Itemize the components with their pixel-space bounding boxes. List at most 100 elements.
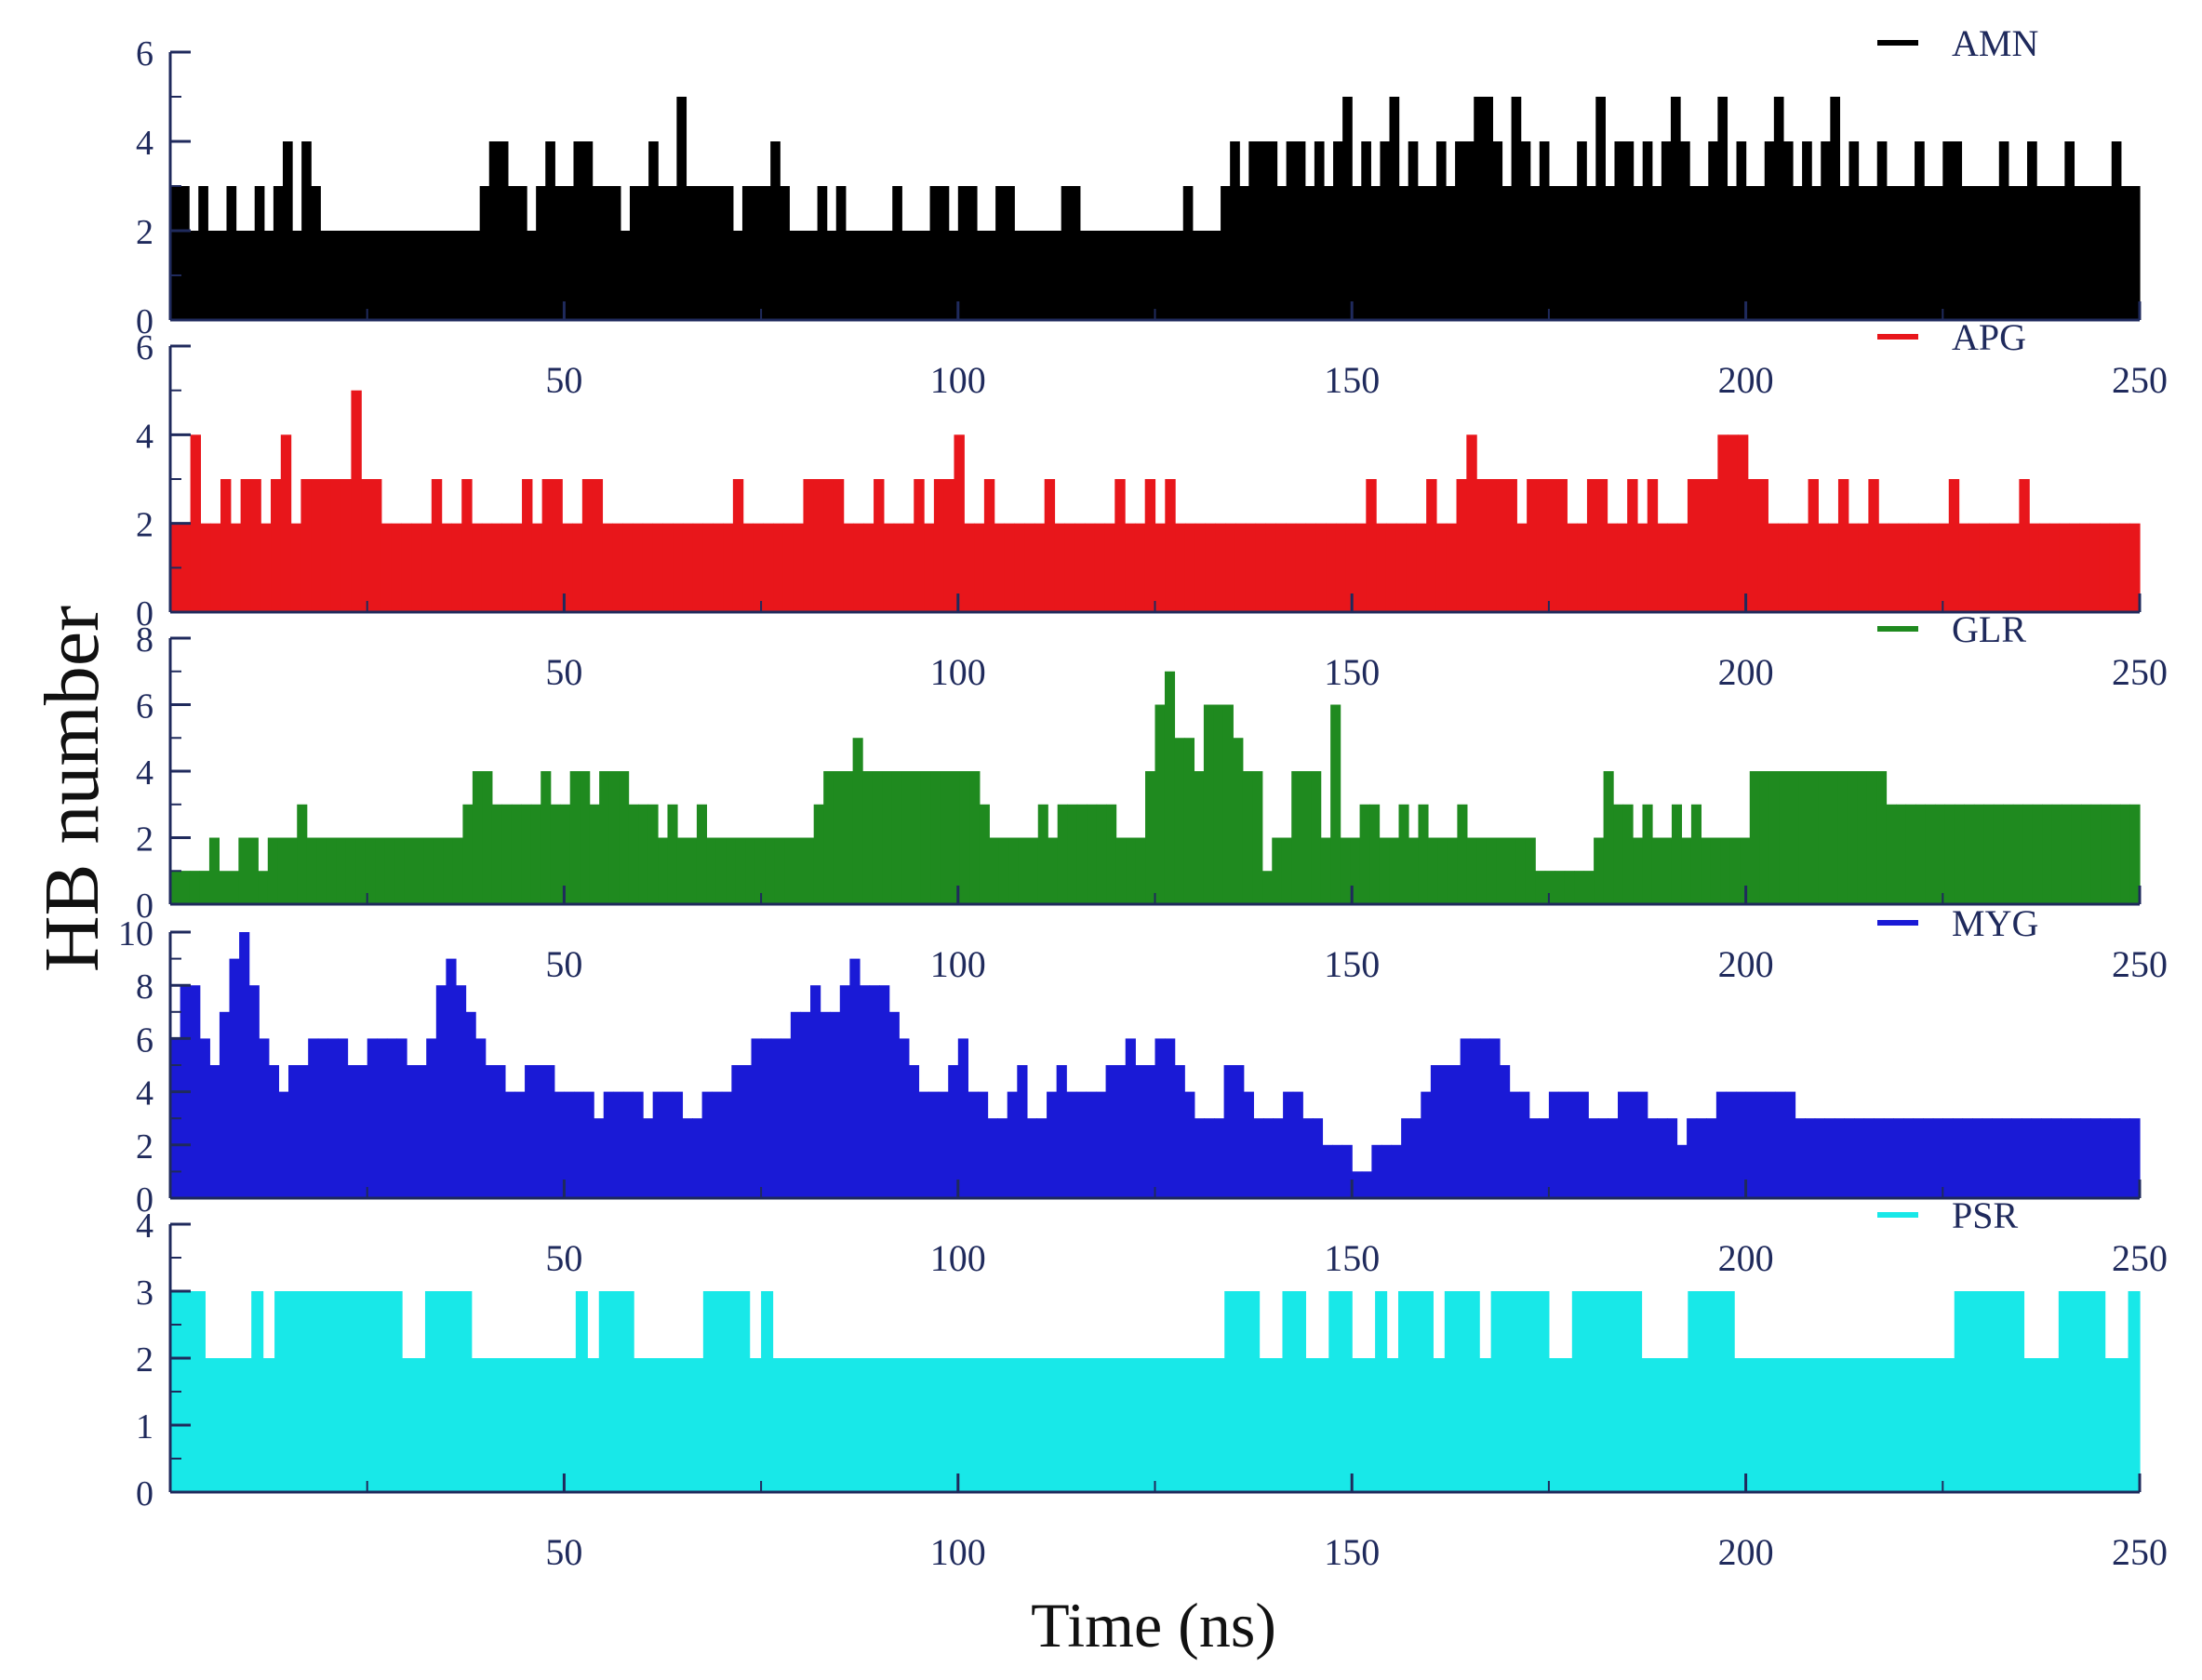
bar-apg xyxy=(421,523,433,612)
bar-psr xyxy=(1826,1358,1839,1492)
bar-psr xyxy=(726,1291,739,1492)
bar-glr xyxy=(2129,804,2141,904)
bar-psr xyxy=(679,1358,692,1492)
bar-apg xyxy=(1114,479,1126,612)
bar-amn xyxy=(470,231,481,320)
bar-apg xyxy=(1848,523,1860,612)
bar-amn xyxy=(1689,186,1700,320)
bar-apg xyxy=(1205,523,1216,612)
y-tick-label: 2 xyxy=(136,1127,153,1167)
bar-amn xyxy=(1642,141,1653,320)
bar-myg xyxy=(426,1038,437,1198)
bar-amn xyxy=(995,186,1006,320)
bar-amn xyxy=(451,231,462,320)
bar-glr xyxy=(482,771,493,904)
bar-apg xyxy=(340,479,353,612)
bar-apg xyxy=(1586,479,1598,612)
bar-psr xyxy=(1792,1358,1805,1492)
bar-amn xyxy=(676,97,687,320)
bar-amn xyxy=(517,186,527,320)
bar-apg xyxy=(863,523,874,612)
bar-psr xyxy=(1768,1358,1782,1492)
bar-psr xyxy=(506,1358,519,1492)
bar-amn xyxy=(1417,186,1428,320)
bar-glr xyxy=(969,771,981,904)
bar-myg xyxy=(1312,1118,1324,1198)
bar-apg xyxy=(1074,523,1086,612)
bar-apg xyxy=(572,523,583,612)
bar-psr xyxy=(1896,1358,1909,1492)
bar-glr xyxy=(1808,771,1819,904)
bar-glr xyxy=(1067,804,1078,904)
bar-amn xyxy=(1848,141,1860,320)
bar-glr xyxy=(940,771,952,904)
bar-myg xyxy=(1745,1091,1756,1198)
bar-apg xyxy=(874,479,885,612)
bar-glr xyxy=(599,771,610,904)
bar-psr xyxy=(819,1358,832,1492)
bar-myg xyxy=(1066,1091,1077,1198)
bar-glr xyxy=(1564,871,1575,904)
bar-amn xyxy=(695,186,706,320)
bar-glr xyxy=(1145,771,1156,904)
x-tick-label: 50 xyxy=(545,1531,582,1573)
bar-amn xyxy=(1539,141,1550,320)
bar-myg xyxy=(1381,1144,1393,1198)
bar-glr xyxy=(950,771,961,904)
bar-glr xyxy=(676,837,688,904)
bar-glr xyxy=(1798,771,1809,904)
bar-apg xyxy=(732,479,744,612)
bar-apg xyxy=(983,479,995,612)
bar-myg xyxy=(1253,1118,1264,1198)
bar-glr xyxy=(1476,837,1488,904)
bar-amn xyxy=(1501,186,1513,320)
bar-apg xyxy=(522,479,533,612)
bar-apg xyxy=(1607,523,1618,612)
bar-psr xyxy=(1862,1358,1875,1492)
bar-myg xyxy=(1578,1091,1589,1198)
bar-amn xyxy=(1258,141,1269,320)
bar-psr xyxy=(1664,1358,1677,1492)
bar-apg xyxy=(441,523,453,612)
bar-glr xyxy=(1126,837,1137,904)
bar-apg xyxy=(1948,479,1960,612)
bar-myg xyxy=(1627,1091,1638,1198)
bar-myg xyxy=(622,1091,634,1198)
bar-myg xyxy=(957,1038,968,1198)
bar-glr xyxy=(1330,704,1341,904)
bar-glr xyxy=(326,837,337,904)
bar-glr xyxy=(754,837,766,904)
bar-glr xyxy=(472,771,483,904)
bar-amn xyxy=(245,231,256,320)
bar-amn xyxy=(1352,186,1362,320)
bar-myg xyxy=(1755,1091,1767,1198)
x-tick-label: 100 xyxy=(930,943,986,985)
bar-glr xyxy=(1242,771,1253,904)
bar-glr xyxy=(1681,837,1692,904)
bar-psr xyxy=(1050,1358,1063,1492)
bar-glr xyxy=(550,804,561,904)
bar-glr xyxy=(862,771,874,904)
bar-apg xyxy=(1476,479,1488,612)
bar-apg xyxy=(763,523,774,612)
bar-myg xyxy=(672,1091,684,1198)
bar-apg xyxy=(1084,523,1096,612)
bar-amn xyxy=(1661,141,1672,320)
bar-apg xyxy=(260,523,272,612)
bar-glr xyxy=(735,837,746,904)
bar-psr xyxy=(702,1291,715,1492)
bar-amn xyxy=(1117,231,1128,320)
bar-psr xyxy=(1490,1291,1503,1492)
bar-glr xyxy=(1408,837,1420,904)
bar-apg xyxy=(1165,479,1176,612)
bar-myg xyxy=(839,985,850,1198)
y-tick-label: 2 xyxy=(136,213,153,252)
bar-apg xyxy=(1898,523,1910,612)
bar-myg xyxy=(1814,1118,1825,1198)
legend-label: AMN xyxy=(1952,22,2038,64)
bar-myg xyxy=(1657,1118,1668,1198)
bar-amn xyxy=(442,231,453,320)
bar-apg xyxy=(1094,523,1106,612)
bar-myg xyxy=(1736,1091,1747,1198)
bar-myg xyxy=(2129,1118,2141,1198)
